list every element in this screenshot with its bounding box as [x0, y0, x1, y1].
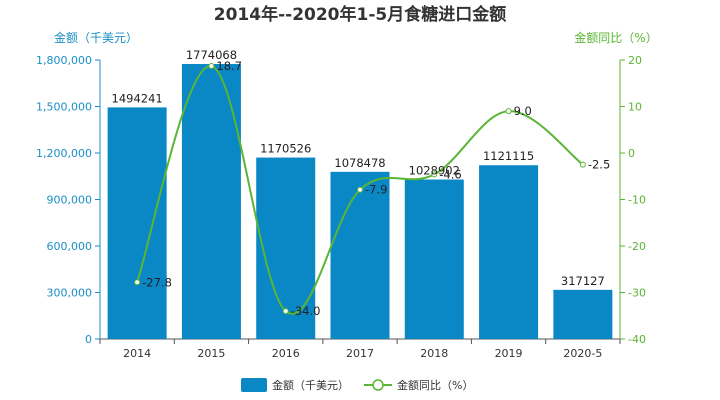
bar-value-label: 1028902: [409, 164, 460, 178]
line-value-label: -34.0: [291, 304, 321, 318]
bar-value-label: 1494241: [112, 91, 163, 105]
y-right-tick-label: 0: [628, 147, 635, 160]
line-point: [282, 308, 289, 315]
line-point: [505, 108, 512, 115]
bar: [107, 107, 167, 340]
x-tick-label: 2018: [420, 347, 448, 360]
y-left-tick-label: 0: [85, 333, 92, 346]
line-value-label: -4.6: [439, 167, 461, 181]
bar: [181, 64, 241, 339]
line-point: [208, 63, 215, 70]
y-right-tick-label: -40: [628, 333, 646, 346]
line-value-label: 9.0: [514, 104, 532, 118]
x-tick-label: 2014: [123, 347, 151, 360]
line-point: [431, 171, 438, 178]
line-point: [579, 161, 586, 168]
bar-value-label: 317127: [561, 274, 605, 288]
legend-bar-label: 金额（千美元）: [272, 378, 349, 392]
y-right-tick-label: 20: [628, 54, 642, 67]
bar-value-label: 1774068: [186, 48, 237, 62]
legend[interactable]: 金额（千美元） 金额同比（%）: [241, 378, 473, 392]
bar-value-label: 1078478: [334, 156, 385, 170]
bar-series: [107, 64, 613, 340]
axes: 0 300,000 600,000 900,000 1,200,000 1,500,000…: [36, 54, 646, 360]
y-left-tick-label: 600,000: [47, 240, 93, 253]
x-tick-label: 2019: [495, 347, 523, 360]
line-value-label: -27.8: [142, 275, 172, 289]
y-left-tick-label: 300,000: [47, 287, 93, 300]
bar-value-label: 1121115: [483, 149, 534, 163]
line-value-label: -2.5: [588, 158, 610, 172]
y-right-tick-label: -10: [628, 194, 646, 207]
yoy-line: [136, 65, 584, 315]
y-right-axis-label: 金额同比（%）: [574, 30, 657, 45]
y-left-tick-label: 1,800,000: [36, 54, 92, 67]
line-value-label: 18.7: [216, 59, 242, 73]
y-right-tick-label: -20: [628, 240, 646, 253]
y-left-tick-label: 900,000: [47, 194, 93, 207]
y-left-tick-label: 1,500,000: [36, 101, 92, 114]
legend-line-label: 金额同比（%）: [397, 378, 473, 392]
y-left-axis-label: 金额（千美元）: [54, 30, 138, 45]
line-series: [134, 63, 586, 315]
bar: [479, 165, 539, 339]
line-point: [357, 186, 363, 193]
y-right-tick-label: -30: [628, 287, 646, 300]
x-tick-label: 2020-5: [563, 347, 602, 360]
bar: [330, 171, 390, 339]
x-tick-label: 2017: [346, 347, 374, 360]
data-labels: 1494241 1774068 1170526 1078478 1028902 11211…: [112, 48, 611, 318]
x-tick-label: 2016: [272, 347, 300, 360]
x-tick-label: 2015: [197, 347, 225, 360]
legend-line-marker: [372, 379, 384, 391]
y-right-tick-label: 10: [628, 101, 642, 114]
chart-title: 2014年--2020年1-5月食糖进口金额: [214, 4, 506, 25]
line-point: [134, 279, 141, 286]
legend-bar-swatch: [241, 378, 267, 392]
bar-value-label: 1170526: [260, 142, 311, 156]
bar: [553, 289, 613, 339]
line-value-label: -7.9: [365, 183, 387, 197]
bar: [404, 179, 464, 339]
y-left-tick-label: 1,200,000: [36, 147, 92, 160]
